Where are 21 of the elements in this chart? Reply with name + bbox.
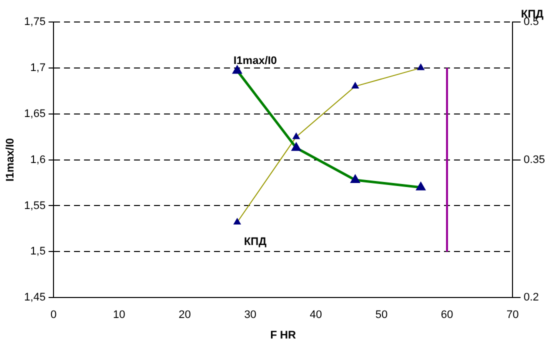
series-label: КПД xyxy=(244,236,267,248)
y-tick-label: 1,6 xyxy=(30,154,46,166)
y2-tick-label: 0.35 xyxy=(524,154,546,166)
series-label: I1max/I0 xyxy=(233,55,277,68)
x-tick-label: 50 xyxy=(375,309,388,322)
y-tick-label: 1,45 xyxy=(24,292,46,304)
x-tick-label: 70 xyxy=(506,309,519,322)
y-axis-title: I1max/I0 xyxy=(4,138,17,182)
x-tick-label: 30 xyxy=(244,309,256,322)
x-tick-label: 60 xyxy=(440,309,454,322)
x-tick-label: 10 xyxy=(113,309,126,322)
x-tick-label: 20 xyxy=(178,309,191,322)
y-tick-label: 1,7 xyxy=(30,62,46,74)
y-tick-label: 1,5 xyxy=(30,246,46,258)
y-tick-label: 1,65 xyxy=(24,108,46,120)
x-tick-label: 0 xyxy=(50,309,57,322)
x-tick-label: 40 xyxy=(310,309,322,322)
x-axis-title: F HR xyxy=(270,329,296,342)
y-tick-label: 1,75 xyxy=(24,16,46,28)
y2-tick-label: 0.2 xyxy=(524,292,539,304)
y-tick-label: 1,55 xyxy=(24,200,46,212)
